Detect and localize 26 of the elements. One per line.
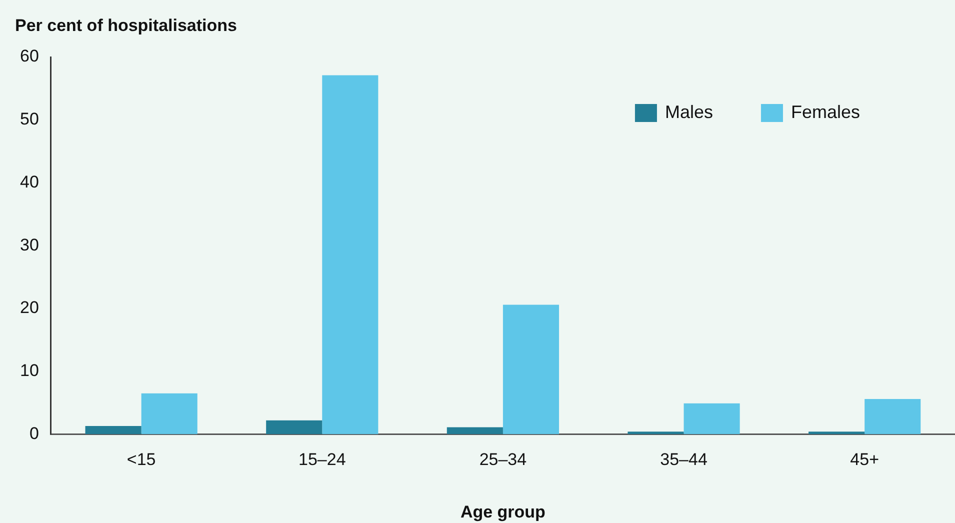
x-tick-label: <15 [126, 450, 156, 470]
y-tick-label: 30 [20, 235, 39, 254]
x-tick-label: 15–24 [298, 450, 346, 470]
bar [628, 432, 684, 434]
y-tick-label: 0 [29, 424, 39, 443]
bar [322, 75, 378, 434]
x-tick-label: 25–34 [479, 450, 527, 470]
bar [808, 432, 865, 434]
bar [446, 427, 503, 434]
bar [864, 398, 921, 434]
bar [502, 304, 560, 434]
bar [85, 426, 142, 434]
y-tick-label: 20 [20, 298, 39, 318]
x-axis-title: Age group [460, 502, 546, 522]
legend-label: Females [790, 102, 860, 122]
y-tick-label: 40 [20, 172, 39, 192]
y-tick-label: 10 [20, 361, 39, 380]
y-tick-label: 60 [20, 46, 39, 66]
legend-label: Males [664, 102, 713, 122]
y-tick-label: 50 [20, 110, 39, 129]
x-tick-label: 45+ [850, 450, 880, 470]
bar [266, 420, 322, 434]
x-tick-label: 35–44 [660, 450, 708, 470]
y-axis-title: Per cent of hospitalisations [15, 16, 237, 36]
bar [684, 403, 740, 434]
bar [141, 393, 198, 434]
